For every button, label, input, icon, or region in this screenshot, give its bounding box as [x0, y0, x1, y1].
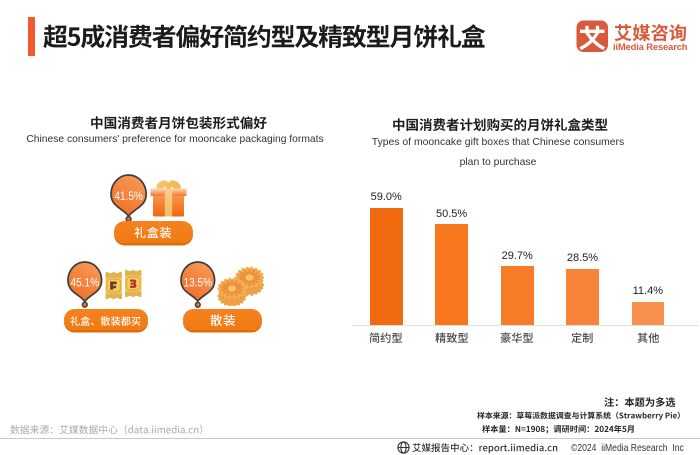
svg-text:41.5%: 41.5%: [115, 190, 144, 203]
svg-text:45.1%: 45.1%: [70, 276, 99, 289]
svg-text:13.5%: 13.5%: [184, 277, 213, 290]
